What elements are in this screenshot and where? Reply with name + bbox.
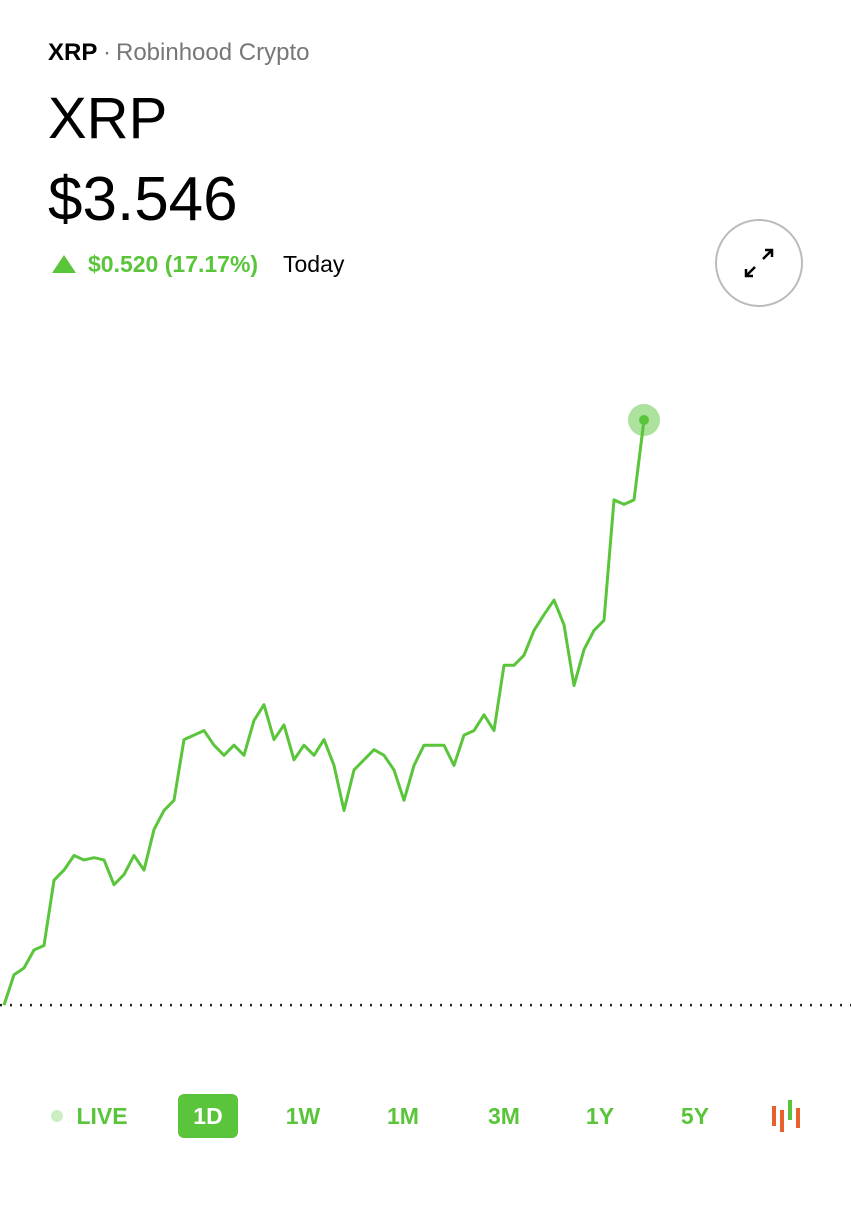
expand-button[interactable] (715, 219, 803, 307)
range-button[interactable]: 1W (286, 1103, 321, 1129)
range-button[interactable]: 1D (193, 1103, 222, 1129)
price: $3.546 (48, 165, 238, 234)
expand-circle[interactable] (715, 219, 803, 307)
live-dot[interactable] (51, 1110, 63, 1122)
range-button[interactable]: 1M (387, 1103, 419, 1129)
range-button[interactable]: LIVE (76, 1103, 127, 1129)
symbol: XRP (48, 39, 97, 66)
change: $0.520 (17.17%) (88, 251, 258, 277)
range-selected-bg[interactable] (178, 1094, 238, 1138)
candle-icon[interactable] (772, 1100, 800, 1132)
change-label: Today (283, 251, 345, 277)
range-button[interactable]: 3M (488, 1103, 520, 1129)
source: Robinhood Crypto (116, 39, 309, 66)
asset-title: XRP (48, 86, 167, 151)
price-line (2, 419, 646, 1006)
separator: · (103, 39, 111, 66)
end-dot (639, 415, 649, 426)
range-button[interactable]: 1Y (586, 1103, 614, 1129)
expand-icon[interactable] (744, 248, 774, 278)
range-button[interactable]: 5Y (681, 1103, 709, 1129)
up-arrow (52, 255, 76, 273)
